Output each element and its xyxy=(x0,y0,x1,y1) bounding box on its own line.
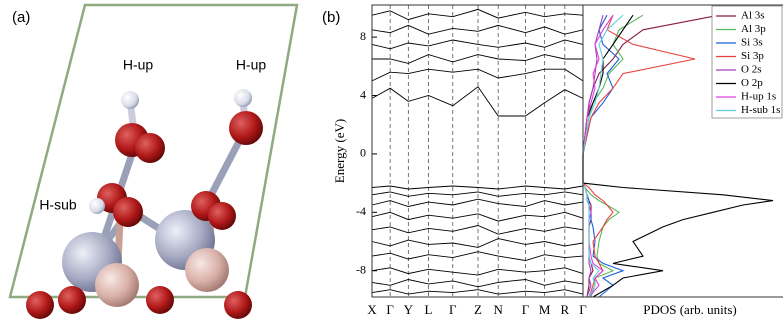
x-axis-label: PDOS (arb. units) xyxy=(643,302,737,317)
legend-label: O 2p xyxy=(741,77,763,89)
band xyxy=(372,226,583,235)
figure: (a) H-up H-up H-sub (b) Energy (eV) PDOS… xyxy=(0,0,783,322)
atom xyxy=(135,133,165,163)
y-tick-label: -8 xyxy=(356,262,366,276)
band xyxy=(372,290,583,294)
x-tick-label: L xyxy=(425,302,433,317)
legend-label: Si 3s xyxy=(741,37,763,49)
band xyxy=(372,9,583,19)
y-tick-label: 4 xyxy=(360,87,366,101)
y-tick-label: 8 xyxy=(360,29,366,43)
band xyxy=(372,55,583,64)
atom xyxy=(146,286,174,314)
band xyxy=(372,252,583,261)
x-tick-label: Γ xyxy=(579,302,587,317)
legend-label: Al 3p xyxy=(741,23,766,35)
atom-label: H-sub xyxy=(39,197,77,213)
y-axis-label: Energy (eV) xyxy=(332,119,347,183)
band xyxy=(372,280,583,287)
x-tick-label: Γ xyxy=(386,302,394,317)
legend-label: O 2s xyxy=(741,64,761,76)
band xyxy=(372,239,583,248)
band xyxy=(372,192,583,196)
band xyxy=(372,40,583,49)
band xyxy=(372,25,583,34)
pdos-curve xyxy=(583,15,695,297)
y-tick-label: -4 xyxy=(356,204,366,218)
legend-label: H-sub 1s xyxy=(741,104,780,116)
x-tick-label: Y xyxy=(404,302,414,317)
x-tick-label: Γ xyxy=(522,302,530,317)
atom xyxy=(224,291,252,319)
panel-label: (a) xyxy=(12,9,30,26)
atom xyxy=(208,202,236,230)
band xyxy=(372,69,583,81)
atom xyxy=(95,263,139,307)
atom xyxy=(89,198,105,214)
atom xyxy=(113,197,143,227)
x-tick-label: R xyxy=(560,302,569,317)
legend-label: H-up 1s xyxy=(741,91,776,103)
atom-label: H-up xyxy=(236,57,267,73)
panel-label: (b) xyxy=(322,9,340,26)
band xyxy=(372,212,583,221)
pdos-curve xyxy=(583,15,643,297)
y-tick-label: 0 xyxy=(360,146,366,160)
atom xyxy=(229,111,263,145)
band xyxy=(372,268,583,275)
legend-label: Al 3s xyxy=(741,10,765,22)
structure-panel: (a) H-up H-up H-sub xyxy=(10,5,297,319)
legend-label: Si 3p xyxy=(741,50,764,62)
x-tick-label: N xyxy=(494,302,504,317)
x-tick-label: X xyxy=(367,302,377,317)
atom-label: H-up xyxy=(123,57,154,73)
plot-frame xyxy=(372,5,583,297)
x-tick-label: Γ xyxy=(449,302,457,317)
atom xyxy=(234,89,252,107)
band xyxy=(372,199,583,206)
band xyxy=(372,186,583,189)
atom xyxy=(121,91,139,109)
atom xyxy=(26,291,54,319)
band xyxy=(372,87,583,116)
pdos-curve xyxy=(583,15,613,297)
x-tick-label: M xyxy=(539,302,551,317)
x-tick-label: Z xyxy=(474,302,482,317)
atom xyxy=(58,286,86,314)
atom xyxy=(185,248,229,292)
